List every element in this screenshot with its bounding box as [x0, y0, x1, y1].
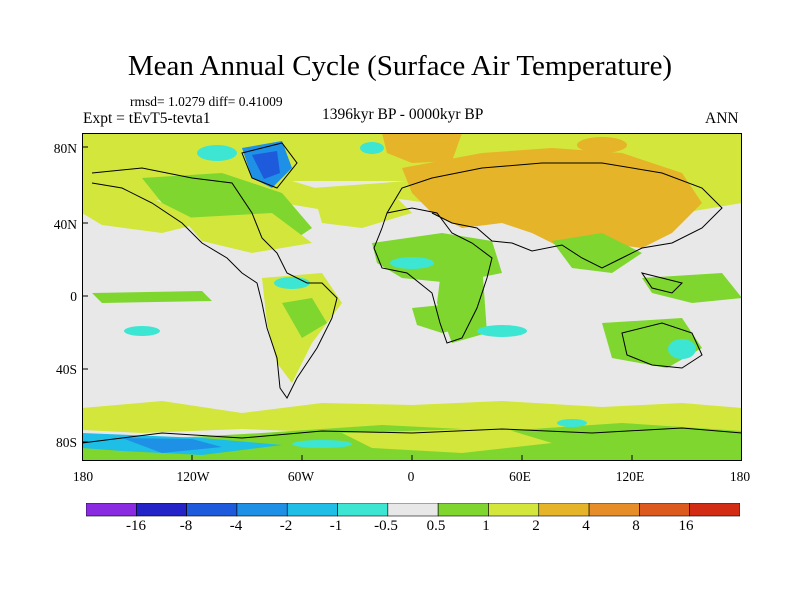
colorbar-swatch [136, 503, 187, 517]
axis-ticks [82, 146, 742, 461]
colorbar-label: -2 [279, 518, 293, 534]
chart-title: Mean Annual Cycle (Surface Air Temperatu… [127, 50, 673, 82]
colorbar-label: -8 [179, 518, 193, 534]
colorbar-swatch [86, 503, 137, 517]
colorbar-swatch [689, 503, 740, 517]
temperature-map [82, 133, 742, 461]
colorbar-label: 0.5 [426, 518, 446, 534]
colorbar-label: 1 [482, 518, 490, 534]
lat-label: 80N [53, 141, 77, 156]
colorbar-label: 8 [632, 518, 640, 534]
colorbar-swatch [488, 503, 540, 517]
coastlines [82, 142, 742, 444]
colorbar-swatch [588, 503, 640, 517]
lon-label: 60W [287, 469, 315, 484]
colorbar-label: -4 [229, 518, 243, 534]
colorbar-swatch [387, 503, 439, 517]
colorbar-swatch [437, 503, 489, 517]
lon-label: 60E [509, 469, 531, 484]
colorbar-swatch [337, 503, 389, 517]
lat-label: 80S [55, 435, 77, 450]
lon-label: 120E [615, 469, 645, 484]
colorbar-swatch [538, 503, 590, 517]
colorbar-label: 2 [532, 518, 540, 534]
colorbar-swatch [186, 503, 238, 517]
colorbar-label: -16 [126, 518, 146, 534]
experiment-label: Expt = tEvT5-tevta1 [83, 110, 211, 127]
colorbar-label: 16 [678, 518, 694, 534]
lat-label: 40N [53, 217, 77, 232]
lon-label: 0 [407, 469, 415, 484]
lon-label: 180 [729, 469, 751, 484]
anomaly-fields [82, 133, 742, 461]
colorbar-swatch [236, 503, 288, 517]
colorbar [86, 503, 740, 517]
lon-label: 180 [72, 469, 94, 484]
season-label: ANN [705, 110, 739, 127]
period-label: 1396kyr BP - 0000kyr BP [322, 106, 484, 123]
colorbar-label: 4 [582, 518, 590, 534]
colorbar-label: -1 [329, 518, 343, 534]
stats-text: rmsd= 1.0279 diff= 0.41009 [130, 94, 283, 109]
lon-label: 120W [176, 469, 210, 484]
colorbar-swatch [286, 503, 338, 517]
colorbar-label: -0.5 [374, 518, 398, 534]
lat-label: 0 [70, 289, 77, 304]
lat-label: 40S [55, 362, 77, 377]
colorbar-swatch [639, 503, 690, 517]
